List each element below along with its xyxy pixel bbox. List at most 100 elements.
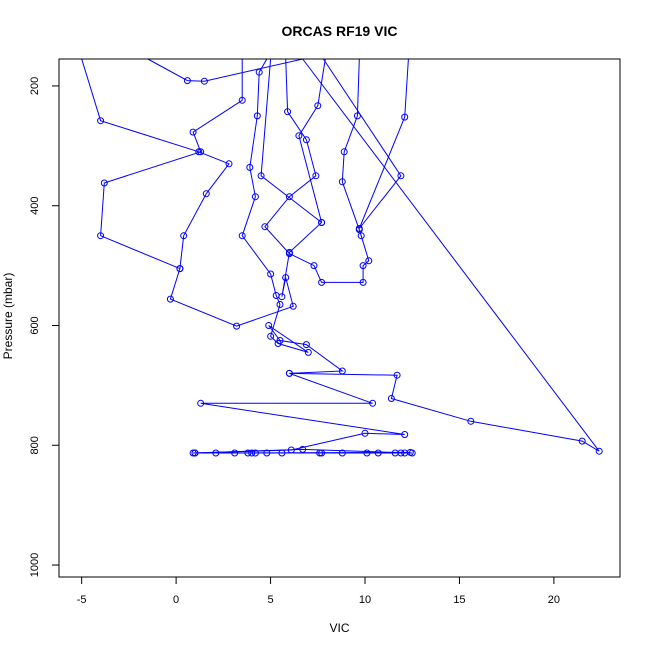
data-point	[285, 369, 293, 377]
data-point	[282, 274, 290, 282]
data-point	[357, 232, 365, 240]
data-point	[365, 257, 373, 265]
data-point	[304, 348, 312, 356]
data-point	[316, 449, 324, 457]
data-point	[363, 449, 371, 457]
data-point	[257, 172, 265, 180]
data-point	[267, 332, 275, 340]
data-point	[338, 178, 346, 186]
data-point	[361, 429, 369, 437]
data-point	[393, 371, 401, 379]
data-point	[225, 160, 233, 168]
x-tick-label: 15	[453, 594, 465, 606]
data-point	[100, 179, 108, 187]
data-point	[166, 295, 174, 303]
data-point	[200, 77, 208, 85]
data-point	[278, 449, 286, 457]
data-point	[340, 148, 348, 156]
series-line	[264, 58, 370, 283]
data-point	[285, 193, 293, 201]
data-point	[387, 395, 395, 402]
data-point	[353, 112, 361, 120]
x-tick-label: 0	[173, 594, 179, 606]
y-tick-label: 1000	[29, 553, 41, 577]
data-point	[359, 278, 367, 286]
data-point	[197, 148, 205, 156]
data-point	[295, 132, 303, 140]
data-point	[248, 449, 256, 457]
data-point	[408, 449, 416, 457]
data-point	[251, 193, 259, 201]
y-tick-label: 600	[29, 316, 41, 334]
data-point	[251, 449, 259, 457]
data-point	[401, 431, 409, 438]
data-point	[265, 322, 273, 329]
data-point	[183, 77, 191, 85]
data-point	[318, 278, 326, 286]
data-point	[359, 262, 367, 270]
data-point	[355, 225, 363, 232]
data-point	[314, 102, 322, 110]
data-point	[289, 302, 297, 310]
data-point	[212, 449, 220, 457]
data-point	[299, 445, 307, 453]
data-point	[374, 449, 382, 457]
data-point	[578, 437, 586, 445]
data-point	[267, 270, 275, 278]
x-tick-label: 10	[359, 594, 371, 606]
plot-frame	[58, 58, 621, 578]
data-point	[285, 250, 293, 258]
data-point	[302, 136, 310, 144]
series-line	[100, 59, 243, 270]
x-axis-label: VIC	[329, 621, 349, 635]
data-point	[97, 117, 105, 125]
data-point	[312, 172, 320, 180]
x-tick-label: 5	[267, 594, 273, 606]
data-point	[401, 449, 409, 457]
data-point	[202, 190, 210, 198]
series-line	[322, 58, 409, 229]
data-point	[244, 449, 252, 457]
y-tick-label: 800	[29, 436, 41, 454]
data-point	[197, 399, 205, 407]
series-line	[193, 448, 413, 454]
data-point	[238, 96, 246, 104]
data-point	[191, 449, 199, 457]
data-point	[318, 219, 326, 226]
data-point	[276, 337, 284, 344]
data-point	[276, 301, 284, 308]
data-point	[401, 113, 409, 121]
data-point	[278, 293, 286, 301]
data-point	[189, 449, 197, 457]
series-line	[260, 58, 322, 223]
data-point	[397, 172, 405, 180]
data-point	[176, 265, 184, 273]
data-point	[233, 322, 241, 330]
data-point	[338, 449, 346, 457]
data-point	[467, 417, 475, 425]
y-tick-label: 400	[29, 197, 41, 215]
data-layer	[81, 58, 603, 457]
data-point	[595, 447, 603, 455]
data-point	[238, 232, 246, 240]
data-point	[318, 449, 326, 457]
data-point	[310, 262, 318, 270]
data-point	[261, 223, 269, 231]
data-point	[189, 128, 197, 136]
data-point	[253, 112, 261, 120]
data-point	[397, 449, 405, 457]
data-point	[338, 367, 346, 375]
y-axis-label: Pressure (mbar)	[1, 273, 15, 360]
data-point	[369, 399, 377, 407]
data-point	[97, 232, 105, 240]
data-point	[284, 108, 292, 116]
axes-layer: -5 0 5 10 15 20 200 400 600 800 1000	[29, 77, 560, 606]
data-point	[246, 163, 254, 171]
x-tick-label: -5	[77, 594, 87, 606]
series-line	[81, 58, 326, 327]
data-point	[302, 341, 310, 349]
data-point	[180, 232, 188, 240]
x-tick-label: 20	[548, 594, 560, 606]
